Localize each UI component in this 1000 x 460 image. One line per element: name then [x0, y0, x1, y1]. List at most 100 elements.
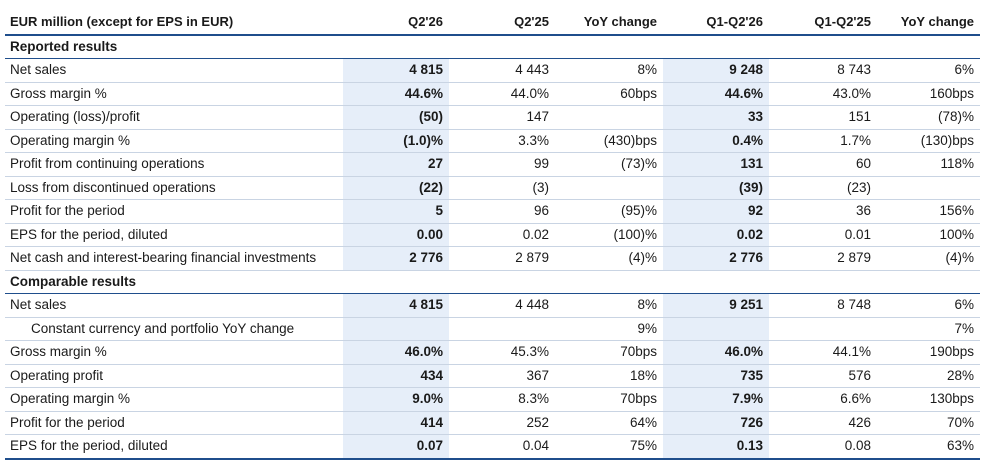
cell-value: (430)bps: [555, 129, 663, 153]
cell-value: 434: [343, 364, 449, 388]
table-row: Operating (loss)/profit (50) 147 33 151 (78)%: [5, 105, 980, 130]
cell-value: [663, 317, 769, 341]
cell-value: 130bps: [877, 387, 980, 412]
cell-value: 70%: [877, 411, 980, 435]
section-header-row: Comparable results: [5, 270, 980, 294]
cell-value: 44.6%: [663, 82, 769, 106]
cell-value: (4)%: [877, 246, 980, 271]
row-label: Operating margin %: [5, 387, 343, 412]
section-title: Reported results: [5, 34, 980, 59]
table-row: Constant currency and portfolio YoY chan…: [5, 317, 980, 341]
row-label: Gross margin %: [5, 340, 343, 365]
table-row: Loss from discontinued operations (22) (3)…: [5, 176, 980, 200]
cell-value: 44.0%: [449, 82, 555, 106]
cell-value: 46.0%: [343, 340, 449, 365]
cell-value: 9.0%: [343, 387, 449, 412]
cell-value: 3.3%: [449, 129, 555, 153]
cell-value: 96: [449, 199, 555, 224]
cell-value: 4 443: [449, 58, 555, 83]
table-row: Net sales 4 815 4 443 8% 9 248 8 743 6%: [5, 58, 980, 83]
cell-value: 6.6%: [769, 387, 877, 412]
cell-value: 44.6%: [343, 82, 449, 106]
cell-value: 100%: [877, 223, 980, 247]
cell-value: (50): [343, 105, 449, 130]
column-header: YoY change: [555, 11, 663, 36]
cell-value: 8%: [555, 293, 663, 318]
cell-value: 9 251: [663, 293, 769, 318]
cell-value: [555, 105, 663, 130]
cell-value: 190bps: [877, 340, 980, 365]
row-label: Profit for the period: [5, 199, 343, 224]
cell-value: 2 776: [343, 246, 449, 271]
table-row: Profit from continuing operations 27 99 (73…: [5, 152, 980, 177]
table-row: Gross margin % 46.0% 45.3% 70bps 46.0% 44.1% 1…: [5, 340, 980, 365]
cell-value: 45.3%: [449, 340, 555, 365]
cell-value: 156%: [877, 199, 980, 224]
cell-value: 70bps: [555, 340, 663, 365]
table-row: EPS for the period, diluted 0.00 0.02 (100)…: [5, 223, 980, 247]
cell-value: 576: [769, 364, 877, 388]
cell-value: 131: [663, 152, 769, 177]
cell-value: (95)%: [555, 199, 663, 224]
table-row: Net cash and interest-bearing financial …: [5, 246, 980, 271]
cell-value: 70bps: [555, 387, 663, 412]
cell-value: 7%: [877, 317, 980, 341]
table-row: Net sales 4 815 4 448 8% 9 251 8 748 6%: [5, 293, 980, 318]
cell-value: 43.0%: [769, 82, 877, 106]
column-header: YoY change: [877, 11, 980, 36]
row-label: EPS for the period, diluted: [5, 223, 343, 247]
table-row: Profit for the period 5 96 (95)% 92 36 156%: [5, 199, 980, 224]
cell-value: (23): [769, 176, 877, 200]
cell-value: (39): [663, 176, 769, 200]
cell-value: 4 448: [449, 293, 555, 318]
row-label: Operating margin %: [5, 129, 343, 153]
cell-value: 147: [449, 105, 555, 130]
cell-value: (130)bps: [877, 129, 980, 153]
row-label: Operating (loss)/profit: [5, 105, 343, 130]
cell-value: 28%: [877, 364, 980, 388]
column-header: Q1-Q2'25: [769, 11, 877, 36]
cell-value: 99: [449, 152, 555, 177]
cell-value: (78)%: [877, 105, 980, 130]
header-row: EUR million (except for EPS in EUR) Q2'2…: [5, 11, 980, 36]
row-label: Net sales: [5, 293, 343, 318]
cell-value: 60: [769, 152, 877, 177]
cell-value: 726: [663, 411, 769, 435]
cell-value: 9 248: [663, 58, 769, 83]
cell-value: 92: [663, 199, 769, 224]
cell-value: (100)%: [555, 223, 663, 247]
row-label: Profit from continuing operations: [5, 152, 343, 177]
section-title: Comparable results: [5, 270, 980, 294]
table-row: Operating margin % (1.0)% 3.3% (430)bps 0.4%…: [5, 129, 980, 153]
cell-value: 8 748: [769, 293, 877, 318]
table-body: Reported results Net sales 4 815 4 443 8% 9 2…: [5, 34, 980, 460]
cell-value: 414: [343, 411, 449, 435]
cell-value: 64%: [555, 411, 663, 435]
section-header-row: Reported results: [5, 34, 980, 59]
cell-value: 4 815: [343, 293, 449, 318]
cell-value: [449, 317, 555, 341]
row-label: Net cash and interest-bearing financial …: [5, 246, 343, 271]
cell-value: 426: [769, 411, 877, 435]
cell-value: 36: [769, 199, 877, 224]
cell-value: 5: [343, 199, 449, 224]
cell-value: 18%: [555, 364, 663, 388]
row-label: Loss from discontinued operations: [5, 176, 343, 200]
row-label: Operating profit: [5, 364, 343, 388]
cell-value: 9%: [555, 317, 663, 341]
cell-value: 735: [663, 364, 769, 388]
cell-value: 6%: [877, 293, 980, 318]
cell-value: 2 879: [449, 246, 555, 271]
cell-value: 44.1%: [769, 340, 877, 365]
cell-value: 6%: [877, 58, 980, 83]
cell-value: 1.7%: [769, 129, 877, 153]
cell-value: [343, 317, 449, 341]
cell-value: 27: [343, 152, 449, 177]
cell-value: 33: [663, 105, 769, 130]
column-header: Q1-Q2'26: [663, 11, 769, 36]
row-label: Profit for the period: [5, 411, 343, 435]
column-header: Q2'25: [449, 11, 555, 36]
cell-value: (3): [449, 176, 555, 200]
cell-value: [877, 176, 980, 200]
